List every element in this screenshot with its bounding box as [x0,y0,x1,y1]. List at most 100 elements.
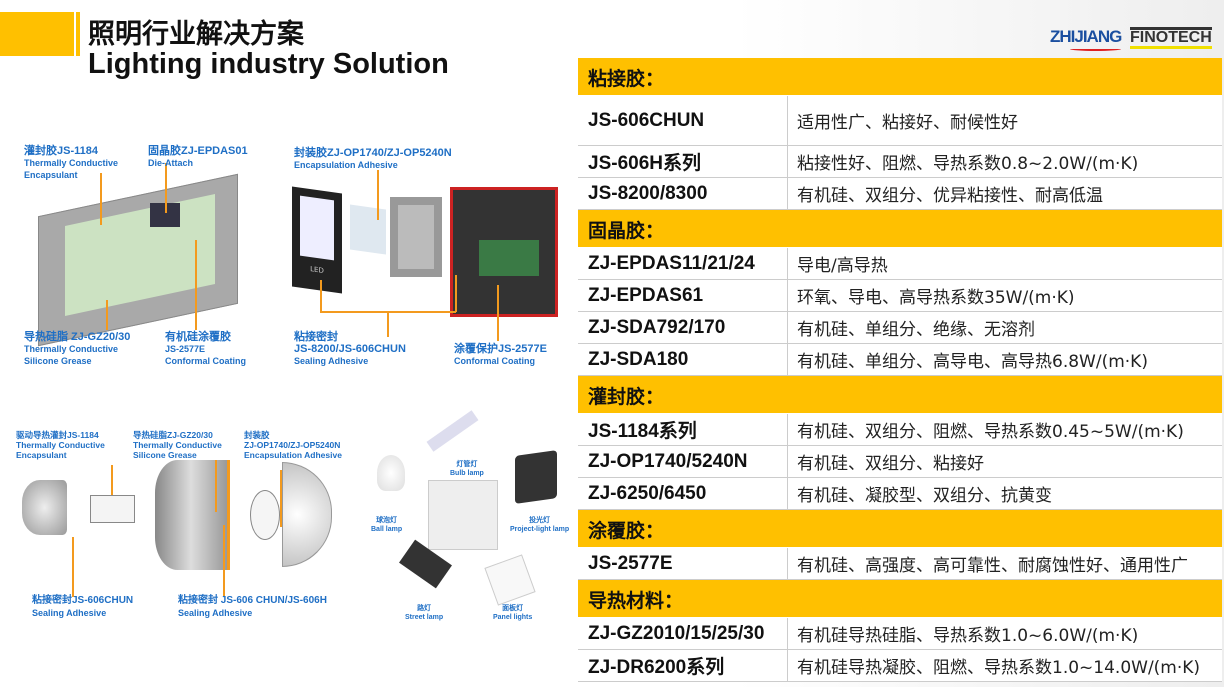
tube-lamp-image [426,410,479,452]
product-features: 导电/高导热 [797,256,888,276]
label-text: 球泡灯 [376,517,398,524]
label-text: Sealing Adhesive [32,608,107,618]
section-header: 灌封胶： [578,376,1222,414]
product-model: ZJ-EPDAS11/21/24 [578,248,788,279]
label-text: Sealing Adhesive [178,608,253,618]
label-text: Silicone Grease [133,450,197,460]
label-text: 驱动导热灌封JS-1184 [16,430,99,440]
section-header: 固晶胶： [578,210,1222,248]
bulb-base-image [22,480,67,535]
product-features: 有机硅、双组分、粘接好 [797,454,984,474]
diagram-bulb: 驱动导热灌封JS-1184 Thermally Conductive Encapsu… [10,425,365,620]
led-board-image [350,204,386,255]
label-text: Encapsulant [24,170,78,180]
product-features: 有机硅、单组分、绝缘、无溶剂 [797,320,1035,340]
table-row: ZJ-OP1740/5240N 有机硅、双组分、粘接好 [578,446,1222,478]
label-text: 灌封胶JS-1184 [24,145,98,157]
table-row: JS-606H系列 粘接性好、阻燃、导热系数0.8~2.0W/(m·K) [578,146,1222,178]
label-text: Conformal Coating [454,356,535,366]
label-text: 面板灯 [502,605,524,612]
label-silicone-grease: 导热硅脂 ZJ-GZ20/30 Thermally Conductive Silic… [24,331,130,367]
label-seal-1: 粘接密封JS-606CHUN Sealing Adhesive [32,595,133,619]
label-encap: 封装胶 ZJ-OP1740/ZJ-OP5240N Encapsulation Adh… [244,430,342,460]
label-text: 路灯 [417,605,432,612]
product-features: 适用性广、粘接好、耐候性好 [797,113,1018,133]
product-model: ZJ-6250/6450 [578,478,788,509]
callout-line [387,311,389,337]
label-text: Encapsulant [16,450,67,460]
label-text: 灯管灯 [456,461,478,468]
product-model: JS-8200/8300 [578,178,788,209]
label-text: 封装胶ZJ-OP1740/ZJ-OP5240N [294,147,452,159]
product-features: 有机硅、双组分、阻燃、导热系数0.45~5W/(m·K) [797,422,1184,442]
label-text: Street lamp [405,614,444,621]
callout-line [320,280,322,312]
product-model: ZJ-EPDAS61 [578,280,788,311]
housing-image [450,187,558,317]
title-accent-bar-thin [76,12,80,56]
table-row: ZJ-6250/6450 有机硅、凝胶型、双组分、抗黄变 [578,478,1222,510]
callout-line [100,173,102,225]
lamp-products: 球泡灯 Ball lamp 灯管灯 Bulb lamp 投光灯 Project-lig… [365,410,578,622]
table-row: ZJ-EPDAS61 环氧、导电、高导热系数35W/(m·K) [578,280,1222,312]
label-bulb-lamp: 灯管灯 Bulb lamp [450,460,484,478]
label-ball-lamp: 球泡灯 Ball lamp [371,516,402,534]
product-features: 环氧、导电、高导热系数35W/(m·K) [797,288,1075,308]
product-model: ZJ-DR6200系列 [578,650,788,681]
table-row: JS-1184系列 有机硅、双组分、阻燃、导热系数0.45~5W/(m·K) [578,414,1222,446]
ball-lamp-image [377,455,405,491]
label-text: Encapsulation Adhesive [294,160,398,170]
table-row: ZJ-SDA180 有机硅、单组分、高导电、高导热6.8W/(m·K) [578,344,1222,376]
label-driver-potting: 驱动导热灌封JS-1184 Thermally Conductive Encapsu… [16,430,105,460]
callout-line [280,470,282,527]
label-project-light: 投光灯 Project-light lamp [510,516,569,534]
product-model: ZJ-OP1740/5240N [578,446,788,477]
label-grease: 导热硅脂ZJ-GZ20/30 Thermally Conductive Silico… [133,430,222,460]
label-text: Project-light lamp [510,526,570,533]
label-text: Panel lights [493,614,533,621]
callout-line [377,170,379,220]
label-text: 固晶胶ZJ-EPDAS01 [148,145,248,157]
label-text: 粘接密封JS-606CHUN [32,595,134,606]
label-panel-lights: 面板灯 Panel lights [493,604,532,622]
heatsink-image [155,460,230,570]
product-model: JS-2577E [578,548,788,579]
label-text: 粘接密封 [294,331,338,343]
callout-line [215,460,217,512]
zhijiang-logo: ZHIJIANG [1050,27,1122,51]
page-title-en: Lighting industry Solution [88,48,449,80]
reflector-image [390,197,442,277]
label-text: Thermally Conductive [133,440,222,450]
callout-line [72,537,74,597]
callout-line [497,285,499,341]
callout-line [165,163,167,213]
adhesive-products-image [428,480,498,550]
label-text: 有机硅涂覆胶 [165,331,231,343]
label-text: Thermally Conductive [16,440,105,450]
product-features: 有机硅、双组分、优异粘接性、耐高低温 [797,186,1103,206]
table-row: JS-606CHUN 适用性广、粘接好、耐候性好 [578,96,1222,146]
product-table: 粘接胶： JS-606CHUN 适用性广、粘接好、耐候性好 JS-606H系列 粘接性好… [578,58,1222,682]
dome-image [282,462,332,567]
label-text: Silicone Grease [24,356,92,366]
label-text: Bulb lamp [450,470,484,477]
product-model: ZJ-SDA792/170 [578,312,788,343]
page-title-cn: 照明行业解决方案 [88,19,304,50]
label-text: Ball lamp [371,526,403,533]
product-features: 有机硅、高强度、高可靠性、耐腐蚀性好、通用性广 [797,556,1188,576]
label-text: 导热硅脂 ZJ-GZ20/30 [24,331,131,343]
front-panel-image: LED [292,186,342,294]
callout-line [455,275,457,312]
label-text: 封装胶 [244,430,270,440]
label-text: Thermally Conductive [24,344,119,354]
label-sealing: 粘接密封 JS-8200/JS-606CHUN Sealing Adhesive [294,331,406,367]
panel-light-image [484,554,536,606]
product-features: 有机硅导热凝胶、阻燃、导热系数1.0~14.0W/(m·K) [797,658,1201,678]
product-features: 有机硅、凝胶型、双组分、抗黄变 [797,486,1052,506]
label-text: 粘接密封 JS-606 CHUN/JS-606H [178,595,327,606]
label-text: Conformal Coating [165,356,246,366]
floodlight-image [515,450,557,504]
label-text: Sealing Adhesive [294,356,369,366]
finotech-logo: FINOTECH [1130,27,1212,49]
table-row: ZJ-SDA792/170 有机硅、单组分、绝缘、无溶剂 [578,312,1222,344]
